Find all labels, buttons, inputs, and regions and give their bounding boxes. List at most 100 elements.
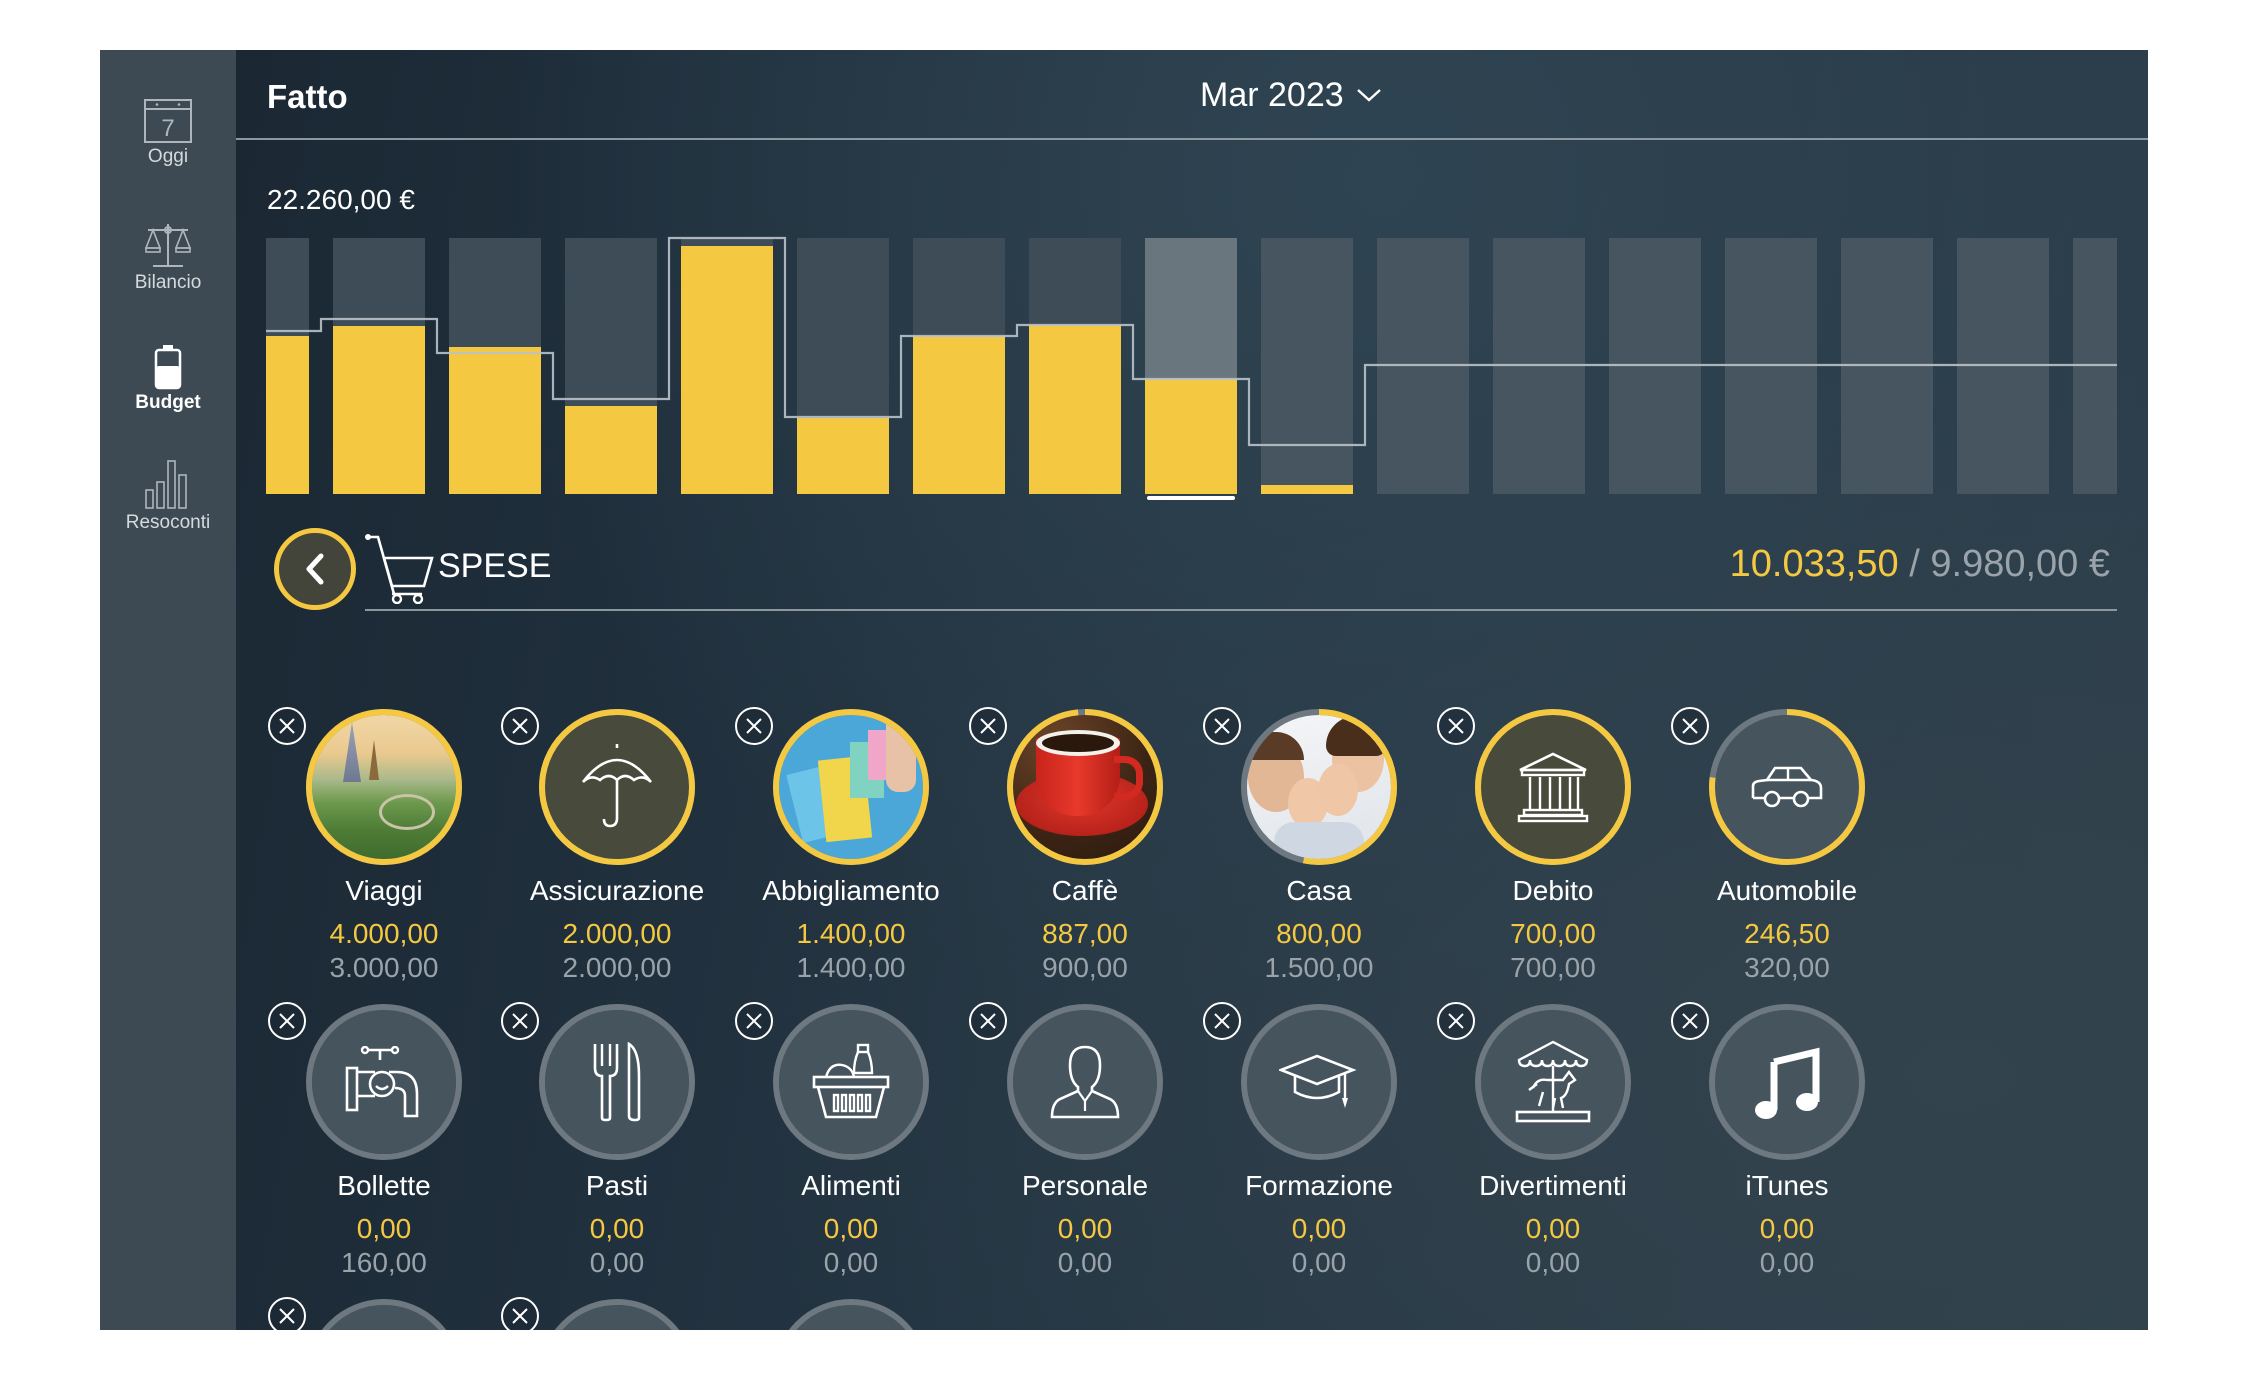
category-partial[interactable] [736, 1299, 966, 1330]
page-title[interactable]: Fatto [267, 78, 348, 115]
budget-bar-chart [236, 50, 2148, 510]
remove-category-button[interactable] [969, 707, 1007, 745]
grocery-basket-icon [779, 1010, 923, 1154]
category-circle[interactable] [539, 1004, 695, 1160]
remove-category-button[interactable] [1203, 1002, 1241, 1040]
chart-bar-spent [1145, 379, 1237, 494]
remove-category-button[interactable] [1437, 1002, 1475, 1040]
remove-category-button[interactable] [501, 1297, 539, 1330]
category-name: Assicurazione [529, 875, 705, 906]
category-spent: 0,00 [1759, 1213, 1815, 1244]
category-casa[interactable]: Casa 800,00 1.500,00 [1203, 707, 1434, 999]
chart-bar-apr-2023[interactable] [1261, 238, 1353, 494]
category-partial[interactable] [501, 1297, 732, 1330]
category-budget: 0,00 [589, 1247, 645, 1278]
category-spent: 700,00 [1510, 918, 1596, 949]
close-icon [1448, 718, 1464, 734]
category-circle[interactable] [1241, 709, 1397, 865]
remove-category-button[interactable] [268, 707, 306, 745]
close-icon [746, 718, 762, 734]
category-budget: 700,00 [1510, 952, 1596, 983]
close-icon [279, 1308, 295, 1324]
category-alimenti[interactable]: Alimenti 0,00 0,00 [735, 1002, 966, 1294]
category-automobile[interactable]: Automobile 246,50 320,00 [1671, 707, 1902, 999]
category-circle[interactable] [1709, 709, 1865, 865]
category-itunes[interactable]: iTunes 0,00 0,00 [1671, 1002, 1902, 1294]
close-icon [1682, 1013, 1698, 1029]
category-circle[interactable] [539, 709, 695, 865]
sidebar-item-oggi[interactable]: 7 Oggi [100, 98, 236, 168]
sidebar-item-bilancio[interactable]: Bilancio [100, 222, 236, 294]
chart-bar-spent [565, 406, 657, 494]
category-name: Bollette [337, 1170, 431, 1201]
category-circle[interactable] [1241, 1004, 1397, 1160]
svg-text:7: 7 [161, 115, 174, 142]
category-circle[interactable] [306, 709, 462, 865]
remove-category-button[interactable] [735, 1002, 773, 1040]
category-spent: 0,00 [1525, 1213, 1581, 1244]
progress-ring [1241, 1004, 1397, 1160]
category-circle[interactable] [1475, 1004, 1631, 1160]
category-name: Pasti [585, 1170, 649, 1201]
category-budget: 0,00 [823, 1247, 879, 1278]
remove-category-button[interactable] [969, 1002, 1007, 1040]
remove-category-button[interactable] [1671, 1002, 1709, 1040]
category-circle[interactable] [539, 1299, 695, 1330]
category-budget: 320,00 [1744, 952, 1830, 983]
remove-category-button[interactable] [268, 1002, 306, 1040]
progress-ring [1709, 1004, 1865, 1160]
remove-category-button[interactable] [735, 707, 773, 745]
category-circle[interactable] [1007, 1004, 1163, 1160]
category-circle[interactable] [773, 1299, 929, 1330]
back-button[interactable] [274, 528, 356, 610]
remove-category-button[interactable] [501, 707, 539, 745]
month-label: Mar 2023 [1200, 75, 1344, 114]
category-circle[interactable] [773, 709, 929, 865]
category-name: Automobile [1716, 875, 1858, 906]
category-partial[interactable] [268, 1297, 499, 1330]
remove-category-button[interactable] [1671, 707, 1709, 745]
section-spent: 10.033,50 [1729, 543, 1899, 585]
progress-ring [1241, 709, 1397, 865]
progress-ring [1007, 709, 1163, 865]
progress-ring [554, 1299, 680, 1330]
category-budget: 1.500,00 [1264, 952, 1374, 983]
close-icon [512, 1013, 528, 1029]
remove-category-button[interactable] [268, 1297, 306, 1330]
category-debito[interactable]: Debito 700,00 700,00 [1437, 707, 1668, 999]
progress-ring [1709, 709, 1865, 865]
category-circle[interactable] [773, 1004, 929, 1160]
close-icon [1214, 718, 1230, 734]
remove-category-button[interactable] [1437, 707, 1475, 745]
sidebar-item-resoconti[interactable]: Resoconti [100, 458, 236, 534]
chevron-left-icon [306, 553, 324, 585]
category-viaggi[interactable]: Viaggi 4.000,00 3.000,00 [268, 707, 499, 999]
category-formazione[interactable]: Formazione 0,00 0,00 [1203, 1002, 1434, 1294]
category-budget: 0,00 [1057, 1247, 1113, 1278]
category-personale[interactable]: Personale 0,00 0,00 [969, 1002, 1200, 1294]
close-icon [512, 718, 528, 734]
category-spent: 246,50 [1744, 918, 1830, 949]
category-circle[interactable] [1007, 709, 1163, 865]
remove-category-button[interactable] [501, 1002, 539, 1040]
category-circle[interactable] [1475, 709, 1631, 865]
category-caff[interactable]: Caffè 887,00 900,00 [969, 707, 1200, 999]
category-abbigliamento[interactable]: Abbigliamento 1.400,00 1.400,00 [735, 707, 966, 999]
progress-ring [1007, 1004, 1163, 1160]
category-pasti[interactable]: Pasti 0,00 0,00 [501, 1002, 732, 1294]
sidebar-item-label: Resoconti [125, 512, 211, 533]
category-circle[interactable] [1709, 1004, 1865, 1160]
category-divertimenti[interactable]: Divertimenti 0,00 0,00 [1437, 1002, 1668, 1294]
month-selector[interactable]: Mar 2023 [1200, 70, 1382, 120]
category-assicurazione[interactable]: Assicurazione 2.000,00 2.000,00 [501, 707, 732, 999]
chart-bar-spent [1029, 325, 1121, 494]
category-circle[interactable] [306, 1299, 462, 1330]
category-bollette[interactable]: Bollette 0,00 160,00 [268, 1002, 499, 1294]
shopping-bags-photo [776, 712, 926, 862]
category-circle[interactable] [306, 1004, 462, 1160]
category-spent: 0,00 [1057, 1213, 1113, 1244]
remove-category-button[interactable] [1203, 707, 1241, 745]
travel-photo [309, 712, 459, 862]
category-spent: 1.400,00 [796, 918, 906, 949]
sidebar-item-budget[interactable]: Budget [100, 344, 236, 414]
